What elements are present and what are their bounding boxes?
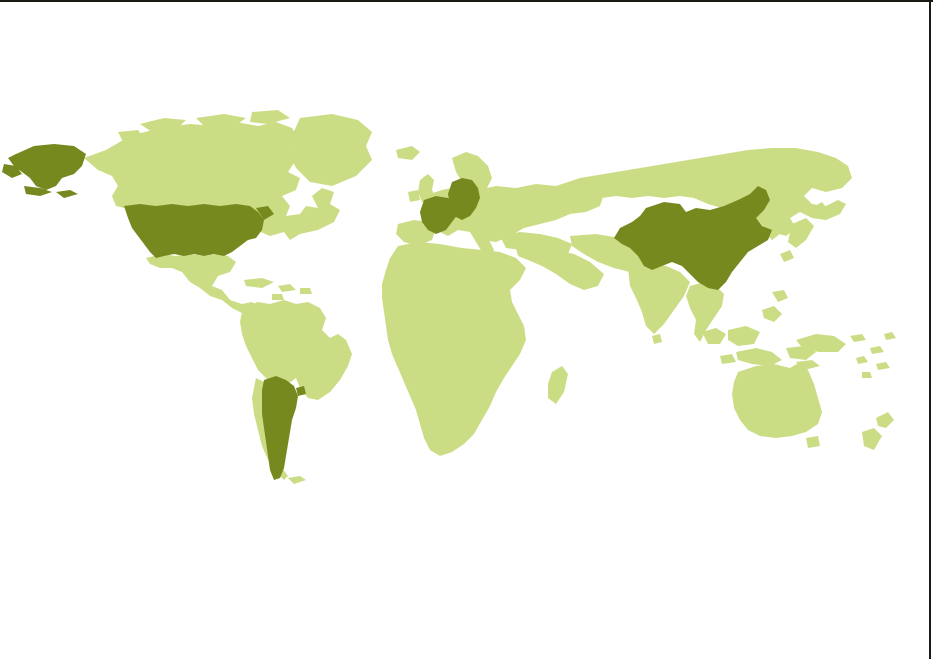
region-italy[interactable] bbox=[470, 230, 500, 268]
region-canada-arctic-islands[interactable] bbox=[118, 110, 292, 162]
region-united-states[interactable] bbox=[124, 204, 274, 258]
top-border-rule bbox=[0, 0, 933, 2]
region-iceland[interactable] bbox=[396, 146, 420, 160]
region-india[interactable] bbox=[628, 264, 690, 344]
region-mexico-central-america[interactable] bbox=[146, 254, 262, 316]
right-border-rule bbox=[929, 0, 931, 659]
region-united-states-alaska[interactable] bbox=[2, 144, 86, 198]
region-africa[interactable] bbox=[382, 242, 526, 456]
region-scandinavia[interactable] bbox=[452, 152, 492, 196]
region-germany[interactable] bbox=[448, 178, 480, 220]
region-argentina[interactable] bbox=[262, 376, 306, 480]
region-southeast-asia[interactable] bbox=[686, 282, 724, 342]
region-kamchatka[interactable] bbox=[826, 164, 848, 184]
base-landmass-group bbox=[84, 110, 896, 484]
region-madagascar[interactable] bbox=[548, 366, 568, 404]
region-russia[interactable] bbox=[556, 148, 852, 236]
region-australia[interactable] bbox=[732, 362, 822, 438]
region-pacific-islands[interactable] bbox=[850, 332, 896, 378]
region-france[interactable] bbox=[420, 196, 458, 234]
region-japan[interactable] bbox=[780, 202, 828, 262]
region-new-guinea[interactable] bbox=[796, 334, 846, 352]
region-china[interactable] bbox=[614, 186, 772, 290]
region-ireland[interactable] bbox=[408, 190, 420, 202]
region-tasmania[interactable] bbox=[806, 436, 820, 448]
highlighted-landmass-group bbox=[2, 144, 772, 480]
region-new-zealand[interactable] bbox=[862, 412, 894, 450]
region-greenland[interactable] bbox=[288, 114, 372, 186]
region-caribbean[interactable] bbox=[244, 278, 312, 300]
region-middle-east[interactable] bbox=[516, 246, 604, 290]
region-indonesia[interactable] bbox=[702, 290, 820, 370]
region-south-america[interactable] bbox=[240, 300, 352, 404]
